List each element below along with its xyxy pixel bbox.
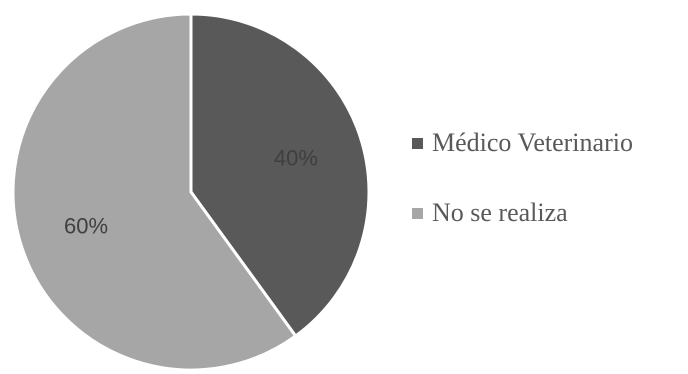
legend-item-no-se-realiza: No se realiza [412,194,633,232]
legend-label-no-se-realiza: No se realiza [432,198,568,227]
legend-item-medico-veterinario: Médico Veterinario [412,124,633,162]
legend-label-medico-veterinario: Médico Veterinario [432,128,633,157]
data-label-medico-veterinario: 40% [274,145,318,170]
pie-svg: 40% 60% [11,12,371,372]
legend-swatch-no-se-realiza [412,207,423,219]
data-label-no-se-realiza: 60% [64,214,108,239]
pie-slice-medico-veterinario [189,12,371,338]
legend-swatch-medico-veterinario [412,137,423,149]
legend: Médico Veterinario No se realiza [412,124,633,264]
